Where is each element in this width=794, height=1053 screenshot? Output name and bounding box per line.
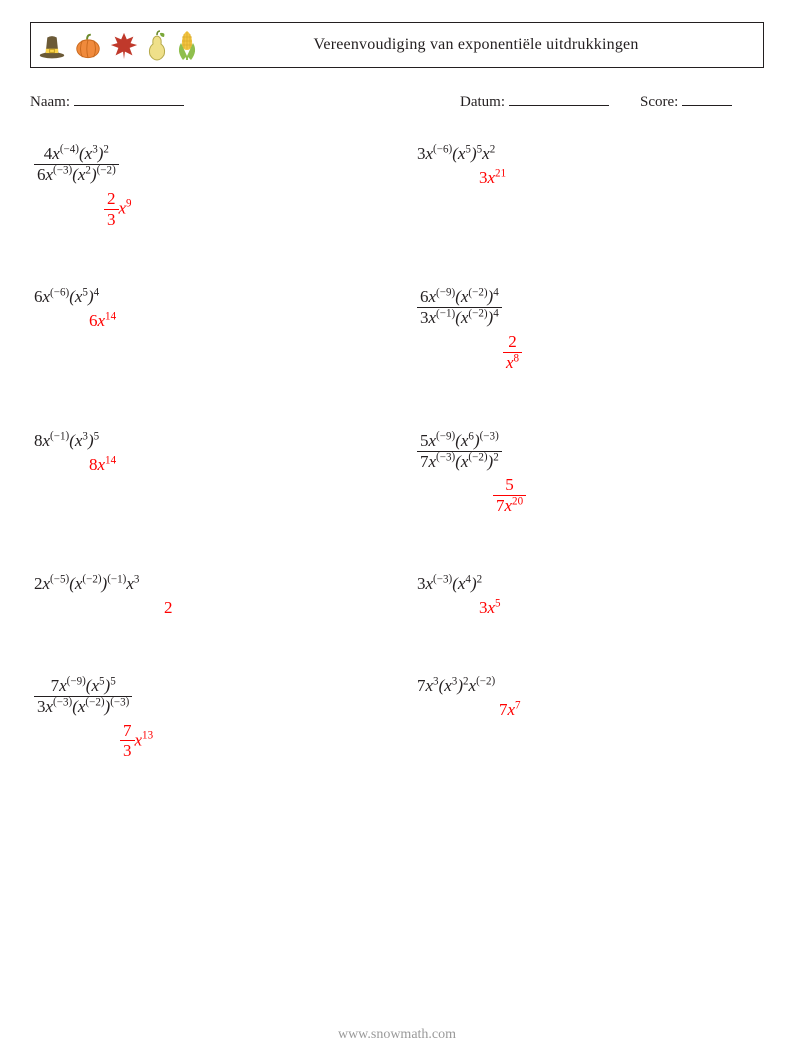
problem-cell: 7x−9(x5)53x−3(x−2)−3 73x13 <box>34 677 377 760</box>
problem-answer: 3x5 <box>479 599 501 617</box>
problem-answer: 2x8 <box>503 333 522 372</box>
problem-answer: 6x14 <box>89 312 116 330</box>
date-blank <box>509 92 609 106</box>
maple-leaf-icon <box>109 29 139 61</box>
date-field: Datum: <box>460 92 640 111</box>
worksheet-title: Vereenvoudiging van exponentiële uitdruk… <box>313 36 638 54</box>
problem-expression: 6x−9(x−2)43x−1(x−2)4 <box>417 288 502 327</box>
problem-expression: 7x3(x3)2x−2 <box>417 677 495 695</box>
info-row: Naam: Datum: Score: <box>30 92 764 111</box>
name-label: Naam: <box>30 94 70 110</box>
pilgrim-hat-icon <box>37 29 67 61</box>
problem-cell: 5x−9(x6)−37x−3(x−2)2 57x20 <box>417 432 760 515</box>
problem-expression: 7x−9(x5)53x−3(x−2)−3 <box>34 677 132 716</box>
problem-answer: 57x20 <box>493 476 526 515</box>
problem-expression: 3x−6(x5)5x2 <box>417 145 495 163</box>
problem-answer: 2 <box>164 599 173 617</box>
problem-expression: 4x−4(x3)26x−3(x2)−2 <box>34 145 119 184</box>
problem-cell: 8x−1(x3)5 8x14 <box>34 432 377 515</box>
problem-expression: 5x−9(x6)−37x−3(x−2)2 <box>417 432 502 471</box>
header-box: Vereenvoudiging van exponentiële uitdruk… <box>30 22 764 68</box>
problem-cell: 3x−3(x4)2 3x5 <box>417 575 760 617</box>
problem-answer: 7x7 <box>499 701 521 719</box>
name-field: Naam: <box>30 92 460 111</box>
score-blank <box>682 92 732 106</box>
pumpkin-icon <box>73 29 103 61</box>
problem-cell: 4x−4(x3)26x−3(x2)−2 23x9 <box>34 145 377 228</box>
footer-text: www.snowmath.com <box>0 1027 794 1043</box>
problem-answer: 23x9 <box>104 190 132 229</box>
problem-expression: 3x−3(x4)2 <box>417 575 482 593</box>
score-field: Score: <box>640 92 764 111</box>
problem-answer: 3x21 <box>479 169 506 187</box>
problem-answer: 73x13 <box>120 722 153 761</box>
problem-cell: 2x−5(x−2)−1x3 2 <box>34 575 377 617</box>
header-icon-strip <box>31 23 199 67</box>
problem-cell: 3x−6(x5)5x2 3x21 <box>417 145 760 228</box>
problems-grid: 4x−4(x3)26x−3(x2)−2 23x9 3x−6(x5)5x2 3x21 6x… <box>30 145 764 760</box>
date-label: Datum: <box>460 94 505 110</box>
problem-expression: 2x−5(x−2)−1x3 <box>34 575 139 593</box>
header-title-container: Vereenvoudiging van exponentiële uitdruk… <box>199 23 763 67</box>
pear-icon <box>145 29 169 61</box>
problem-expression: 8x−1(x3)5 <box>34 432 99 450</box>
problem-cell: 6x−9(x−2)43x−1(x−2)42x8 <box>417 288 760 371</box>
problem-answer: 8x14 <box>89 456 116 474</box>
corn-icon <box>175 29 199 61</box>
problem-cell: 7x3(x3)2x−27x7 <box>417 677 760 760</box>
score-label: Score: <box>640 94 678 110</box>
problem-cell: 6x−6(x5)4 6x14 <box>34 288 377 371</box>
name-blank <box>74 92 184 106</box>
problem-expression: 6x−6(x5)4 <box>34 288 99 306</box>
worksheet-page: Vereenvoudiging van exponentiële uitdruk… <box>0 0 794 1053</box>
